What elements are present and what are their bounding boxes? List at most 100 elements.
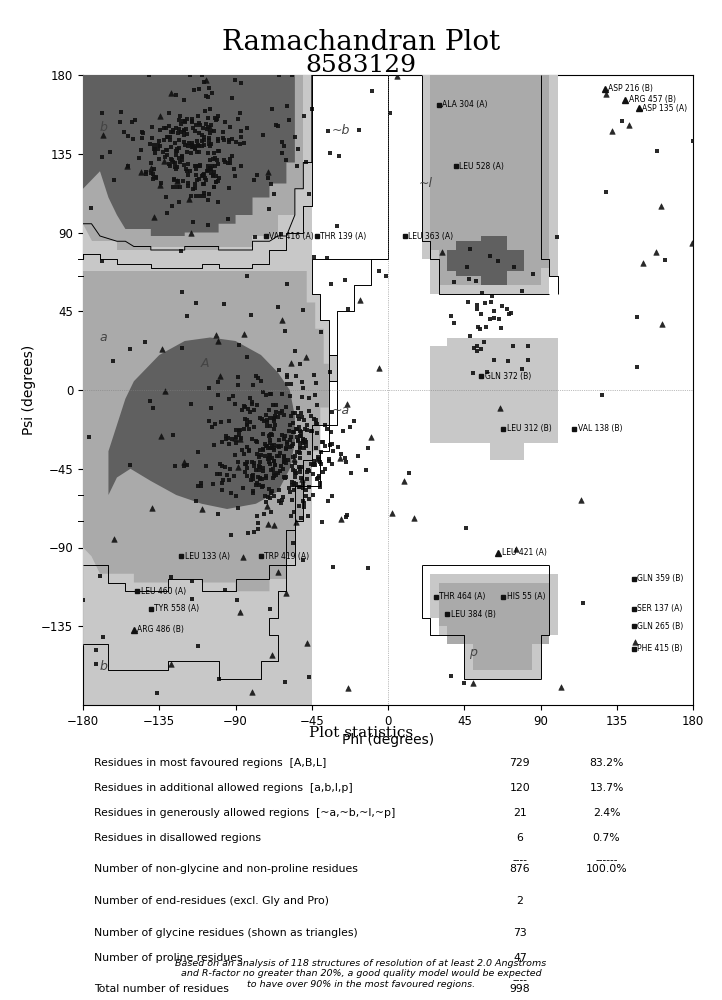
Point	[281, 434, 292, 450]
Point	[194, 158, 206, 174]
Point	[190, 188, 201, 204]
Point	[193, 125, 205, 141]
Point	[293, 419, 305, 435]
Point	[149, 145, 160, 161]
Point	[162, 129, 173, 145]
Point	[150, 170, 162, 186]
Point	[180, 113, 191, 129]
Point	[212, 374, 223, 390]
Point	[232, 459, 244, 475]
Point	[206, 85, 217, 101]
Point	[301, 471, 313, 487]
Point	[303, 479, 315, 495]
Point	[391, 68, 403, 84]
Point	[96, 253, 108, 269]
Point	[247, 454, 258, 470]
Point	[236, 442, 248, 458]
Point	[244, 404, 256, 420]
Point	[287, 458, 298, 474]
Point	[290, 421, 302, 437]
Point	[221, 467, 232, 483]
Point	[193, 115, 204, 131]
Point	[285, 508, 297, 524]
Point	[186, 135, 198, 151]
Point	[313, 468, 325, 484]
Point	[344, 419, 356, 435]
Text: Residues in additional allowed regions  [a,b,l,p]: Residues in additional allowed regions […	[94, 783, 352, 793]
Point	[256, 471, 268, 487]
Point	[136, 124, 148, 140]
Point	[308, 466, 319, 482]
Point	[289, 451, 300, 467]
Point	[292, 408, 303, 424]
Point	[223, 413, 235, 429]
Point	[399, 473, 410, 489]
Point	[314, 454, 326, 470]
Point	[296, 471, 308, 487]
Point	[508, 259, 520, 275]
Point	[160, 142, 172, 158]
Point	[248, 455, 259, 471]
Point	[297, 552, 308, 568]
Point	[233, 423, 245, 439]
Point	[202, 217, 214, 233]
Point	[152, 685, 163, 701]
Point	[178, 127, 190, 143]
Point	[186, 591, 198, 607]
Point	[270, 397, 282, 413]
Point	[437, 244, 448, 260]
Point	[141, 164, 152, 180]
Point	[174, 121, 186, 137]
Point	[261, 438, 272, 454]
Point	[241, 454, 253, 470]
Point	[265, 504, 277, 520]
Point	[265, 426, 277, 442]
Point	[210, 174, 222, 190]
Point	[290, 463, 301, 479]
Point	[278, 454, 290, 470]
Point	[224, 391, 235, 407]
Point	[156, 341, 168, 357]
Point	[183, 191, 194, 207]
Point	[264, 410, 276, 426]
Point	[233, 427, 245, 443]
Point	[230, 488, 242, 504]
Point	[367, 83, 378, 99]
Point	[155, 108, 166, 124]
Point	[177, 149, 188, 165]
Text: LEU 133 (A): LEU 133 (A)	[185, 552, 230, 561]
Point	[335, 446, 347, 462]
Point	[184, 163, 196, 179]
Point	[273, 432, 284, 448]
Point	[276, 145, 287, 161]
Text: TRP 419 (A): TRP 419 (A)	[264, 552, 310, 561]
Point	[171, 179, 183, 195]
Point	[273, 118, 284, 134]
Point	[158, 120, 170, 136]
Point	[186, 573, 198, 589]
Point	[114, 114, 126, 130]
Point	[623, 117, 635, 133]
Point	[275, 458, 287, 474]
Point	[259, 448, 271, 464]
Point	[310, 412, 322, 428]
Point	[292, 141, 303, 157]
Point	[162, 142, 173, 158]
Point	[158, 153, 170, 169]
Point	[224, 155, 235, 171]
Point	[300, 482, 311, 498]
Point	[522, 352, 534, 368]
Point	[232, 377, 244, 393]
Point	[198, 132, 209, 148]
Point	[235, 604, 246, 620]
Text: 0.7%: 0.7%	[593, 833, 620, 843]
Point	[297, 435, 309, 451]
Point	[204, 152, 215, 168]
Point	[294, 461, 305, 477]
Point	[193, 138, 205, 154]
Point	[206, 158, 217, 174]
Point	[601, 86, 612, 102]
Point	[290, 476, 301, 492]
Point	[365, 429, 377, 445]
Point	[223, 134, 235, 150]
